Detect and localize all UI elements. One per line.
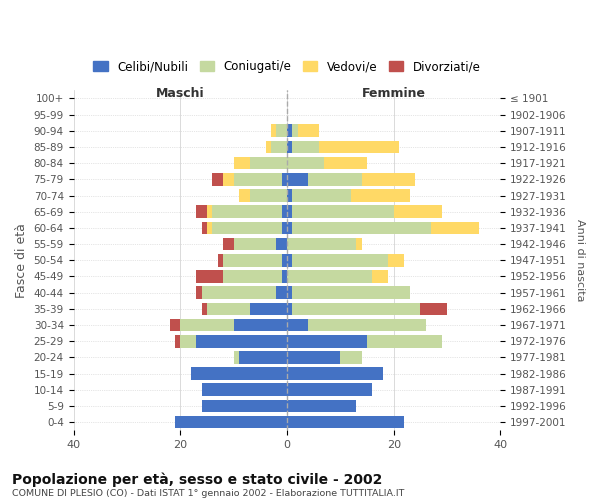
Bar <box>287 157 325 170</box>
Bar <box>431 222 479 234</box>
Bar <box>292 189 351 202</box>
Bar <box>212 206 281 218</box>
Bar <box>287 335 367 347</box>
Bar <box>340 351 362 364</box>
Bar <box>191 368 287 380</box>
Bar <box>281 270 287 283</box>
Bar <box>196 286 202 299</box>
Bar <box>277 286 287 299</box>
Bar <box>287 351 340 364</box>
Bar <box>223 173 233 186</box>
Bar <box>292 206 394 218</box>
Bar <box>292 222 431 234</box>
Bar <box>287 222 292 234</box>
Bar <box>287 302 292 315</box>
Bar <box>319 140 399 153</box>
Bar <box>287 270 373 283</box>
Bar <box>202 286 277 299</box>
Bar <box>292 286 410 299</box>
Text: Femmine: Femmine <box>362 87 426 100</box>
Bar <box>287 416 404 428</box>
Bar <box>271 140 287 153</box>
Bar <box>292 254 388 266</box>
Bar <box>175 335 180 347</box>
Bar <box>250 189 287 202</box>
Bar <box>233 157 250 170</box>
Bar <box>287 286 292 299</box>
Bar <box>287 189 292 202</box>
Bar <box>287 206 292 218</box>
Bar <box>287 140 292 153</box>
Bar <box>394 206 442 218</box>
Bar <box>233 173 281 186</box>
Bar <box>180 318 233 332</box>
Bar <box>250 157 287 170</box>
Bar <box>287 238 356 250</box>
Text: Maschi: Maschi <box>156 87 205 100</box>
Bar <box>202 302 207 315</box>
Bar <box>223 270 281 283</box>
Bar <box>266 140 271 153</box>
Bar <box>207 302 250 315</box>
Bar <box>233 318 287 332</box>
Bar <box>362 173 415 186</box>
Bar <box>239 189 250 202</box>
Bar <box>287 384 373 396</box>
Bar <box>175 416 287 428</box>
Bar <box>287 124 292 137</box>
Bar <box>356 238 362 250</box>
Bar <box>223 238 233 250</box>
Bar <box>367 335 442 347</box>
Bar <box>281 206 287 218</box>
Bar <box>308 173 362 186</box>
Y-axis label: Anni di nascita: Anni di nascita <box>575 219 585 302</box>
Bar <box>281 254 287 266</box>
Bar <box>373 270 388 283</box>
Bar <box>202 222 207 234</box>
Bar <box>287 400 356 412</box>
Bar <box>308 318 426 332</box>
Text: COMUNE DI PLESIO (CO) - Dati ISTAT 1° gennaio 2002 - Elaborazione TUTTITALIA.IT: COMUNE DI PLESIO (CO) - Dati ISTAT 1° ge… <box>12 489 404 498</box>
Bar <box>180 335 196 347</box>
Bar <box>271 124 277 137</box>
Bar <box>250 302 287 315</box>
Bar <box>298 124 319 137</box>
Bar <box>287 318 308 332</box>
Bar <box>207 222 212 234</box>
Legend: Celibi/Nubili, Coniugati/e, Vedovi/e, Divorziati/e: Celibi/Nubili, Coniugati/e, Vedovi/e, Di… <box>89 56 485 78</box>
Bar <box>212 222 281 234</box>
Bar <box>388 254 404 266</box>
Bar <box>277 238 287 250</box>
Bar <box>281 222 287 234</box>
Bar <box>207 206 212 218</box>
Bar <box>287 173 308 186</box>
Bar <box>170 318 180 332</box>
Bar <box>202 400 287 412</box>
Bar <box>351 189 410 202</box>
Bar <box>202 384 287 396</box>
Bar <box>212 173 223 186</box>
Bar <box>325 157 367 170</box>
Bar <box>233 238 277 250</box>
Bar <box>287 368 383 380</box>
Bar <box>218 254 223 266</box>
Bar <box>292 140 319 153</box>
Bar <box>292 302 421 315</box>
Bar <box>196 335 287 347</box>
Bar <box>196 206 207 218</box>
Bar <box>421 302 447 315</box>
Bar <box>239 351 287 364</box>
Bar <box>223 254 281 266</box>
Bar <box>196 270 223 283</box>
Bar <box>281 173 287 186</box>
Y-axis label: Fasce di età: Fasce di età <box>15 223 28 298</box>
Bar <box>233 351 239 364</box>
Text: Popolazione per età, sesso e stato civile - 2002: Popolazione per età, sesso e stato civil… <box>12 472 382 487</box>
Bar <box>292 124 298 137</box>
Bar <box>277 124 287 137</box>
Bar <box>287 254 292 266</box>
